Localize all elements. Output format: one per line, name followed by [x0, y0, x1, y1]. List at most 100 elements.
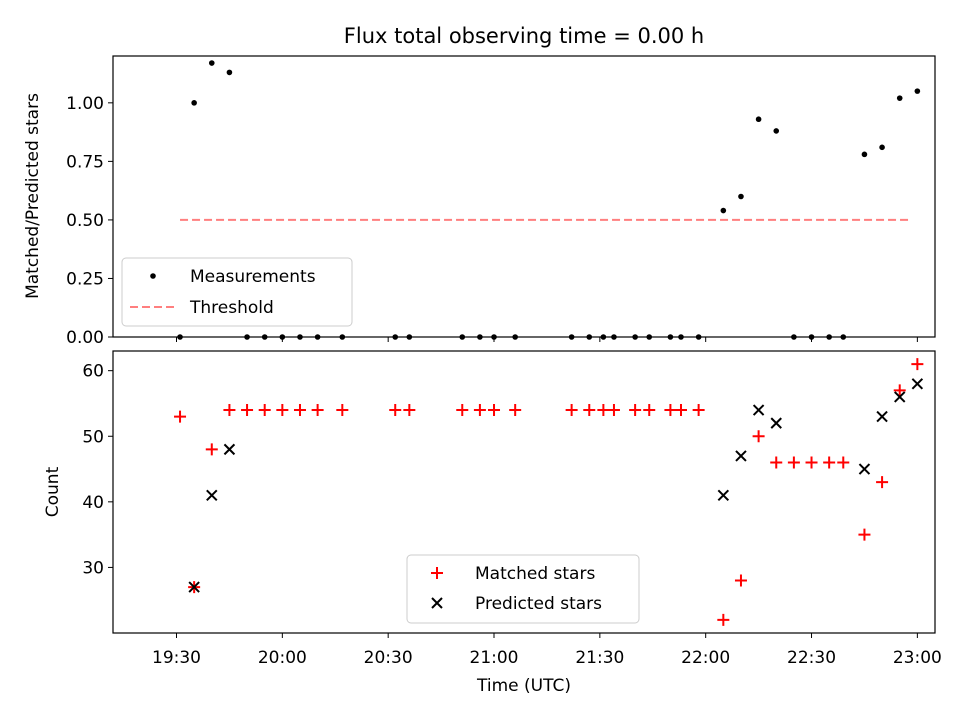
legend-measurements-label: Measurements	[190, 267, 316, 287]
chart-title: Flux total observing time = 0.00 h	[344, 24, 704, 48]
matched-star-point	[488, 404, 501, 417]
measurement-point	[808, 334, 815, 340]
bottom-y-axis-label: Count	[43, 466, 63, 517]
predicted-star-point	[223, 443, 236, 456]
measurement-point	[646, 334, 653, 340]
matched-star-point	[205, 443, 218, 456]
matched-star-point	[336, 404, 349, 417]
measurement-point	[279, 334, 286, 340]
legend-matched-label: Matched stars	[475, 564, 595, 584]
legend-predicted-label: Predicted stars	[475, 594, 602, 614]
measurement-point	[600, 334, 607, 340]
matched-star-point	[241, 404, 254, 417]
top-legend-box	[121, 257, 353, 327]
bottom-y-tick-label: 50	[82, 427, 104, 447]
matched-star-point	[664, 404, 677, 417]
top-y-tick-label: 0.50	[66, 211, 104, 231]
measurement-point	[568, 334, 575, 340]
matched-star-point	[752, 430, 765, 443]
top-axes-frame	[112, 55, 936, 338]
measurement-point	[406, 334, 413, 340]
measurement-point	[678, 334, 684, 340]
measurement-point	[191, 100, 197, 106]
matched-star-point	[717, 613, 730, 626]
matched-star-point	[837, 456, 850, 469]
measurement-point	[755, 116, 762, 123]
measurement-point	[392, 334, 399, 340]
matched-star-point	[456, 404, 469, 417]
matched-star-point	[787, 456, 800, 469]
matched-star-point	[734, 574, 747, 587]
predicted-star-point	[911, 378, 924, 390]
x-tick-label: 20:00	[258, 648, 307, 668]
matched-star-point	[258, 404, 271, 417]
matched-star-point	[583, 404, 596, 417]
measurement-point	[226, 69, 233, 76]
measurement-point	[491, 334, 497, 340]
matched-star-point	[858, 528, 871, 541]
x-tick-label: 22:30	[787, 648, 836, 668]
predicted-star-point	[717, 489, 730, 501]
matched-star-point	[823, 456, 836, 469]
measurement-point	[773, 128, 780, 134]
measurement-point	[695, 334, 702, 340]
matched-star-point	[876, 476, 889, 489]
x-tick-label: 21:00	[470, 648, 519, 668]
measurement-point	[861, 151, 868, 158]
matched-star-point	[770, 456, 783, 469]
top-y-tick-label: 0.75	[66, 152, 104, 172]
measurement-point	[339, 334, 346, 340]
matched-star-point	[565, 404, 578, 417]
top-y-tick-label: 1.00	[66, 94, 104, 114]
bottom-y-tick-label: 40	[82, 493, 104, 513]
matched-star-point	[276, 404, 289, 417]
matched-star-point	[174, 410, 187, 423]
measurement-point	[261, 334, 268, 340]
measurement-point	[667, 334, 674, 340]
matched-star-point	[389, 404, 402, 417]
matched-star-point	[805, 456, 818, 469]
measurement-point	[632, 334, 638, 340]
matched-star-point	[223, 404, 236, 417]
measurement-point	[244, 334, 250, 340]
predicted-star-point	[206, 489, 218, 501]
predicted-star-point	[770, 417, 782, 429]
matched-star-point	[607, 404, 620, 417]
matched-star-point	[473, 404, 486, 417]
top-plot-area: 0.00 0.25 0.50 0.75 1.00	[66, 60, 921, 348]
matched-star-point	[692, 404, 705, 417]
matched-star-point	[911, 358, 924, 371]
x-tick-label: 22:00	[681, 648, 730, 668]
bottom-legend: Matched stars Predicted stars	[406, 554, 640, 624]
measurement-point	[177, 334, 183, 340]
bottom-y-tick-label: 30	[82, 558, 104, 578]
legend-matched-marker	[431, 567, 443, 579]
predicted-star-point	[188, 581, 200, 593]
matched-star-point	[311, 404, 324, 417]
legend-threshold-label: Threshold	[189, 298, 274, 318]
measurement-point	[208, 60, 215, 66]
measurement-point	[738, 193, 744, 200]
bottom-y-tick-label: 60	[82, 362, 104, 382]
predicted-star-point	[894, 391, 906, 403]
matched-star-point	[509, 404, 522, 417]
measurement-point	[297, 334, 303, 340]
bottom-axes-frame	[112, 350, 936, 634]
measurement-point	[720, 207, 727, 214]
measurement-point	[791, 334, 797, 340]
measurement-point	[586, 334, 593, 340]
x-tick-label: 23:00	[893, 648, 942, 668]
bottom-plot-area: 19:30 20:00 20:30 21:00 21:30 22:00 22:30 23:00…	[82, 358, 942, 668]
measurement-point	[512, 334, 518, 340]
predicted-star-point	[858, 463, 871, 475]
measurement-point	[459, 334, 466, 340]
measurement-point	[314, 334, 321, 340]
matched-star-point	[597, 404, 610, 417]
predicted-star-point	[735, 450, 747, 462]
x-tick-label: 21:30	[575, 648, 624, 668]
x-tick-label: 20:30	[364, 648, 413, 668]
measurement-point	[914, 88, 921, 94]
measurement-point	[879, 144, 885, 151]
